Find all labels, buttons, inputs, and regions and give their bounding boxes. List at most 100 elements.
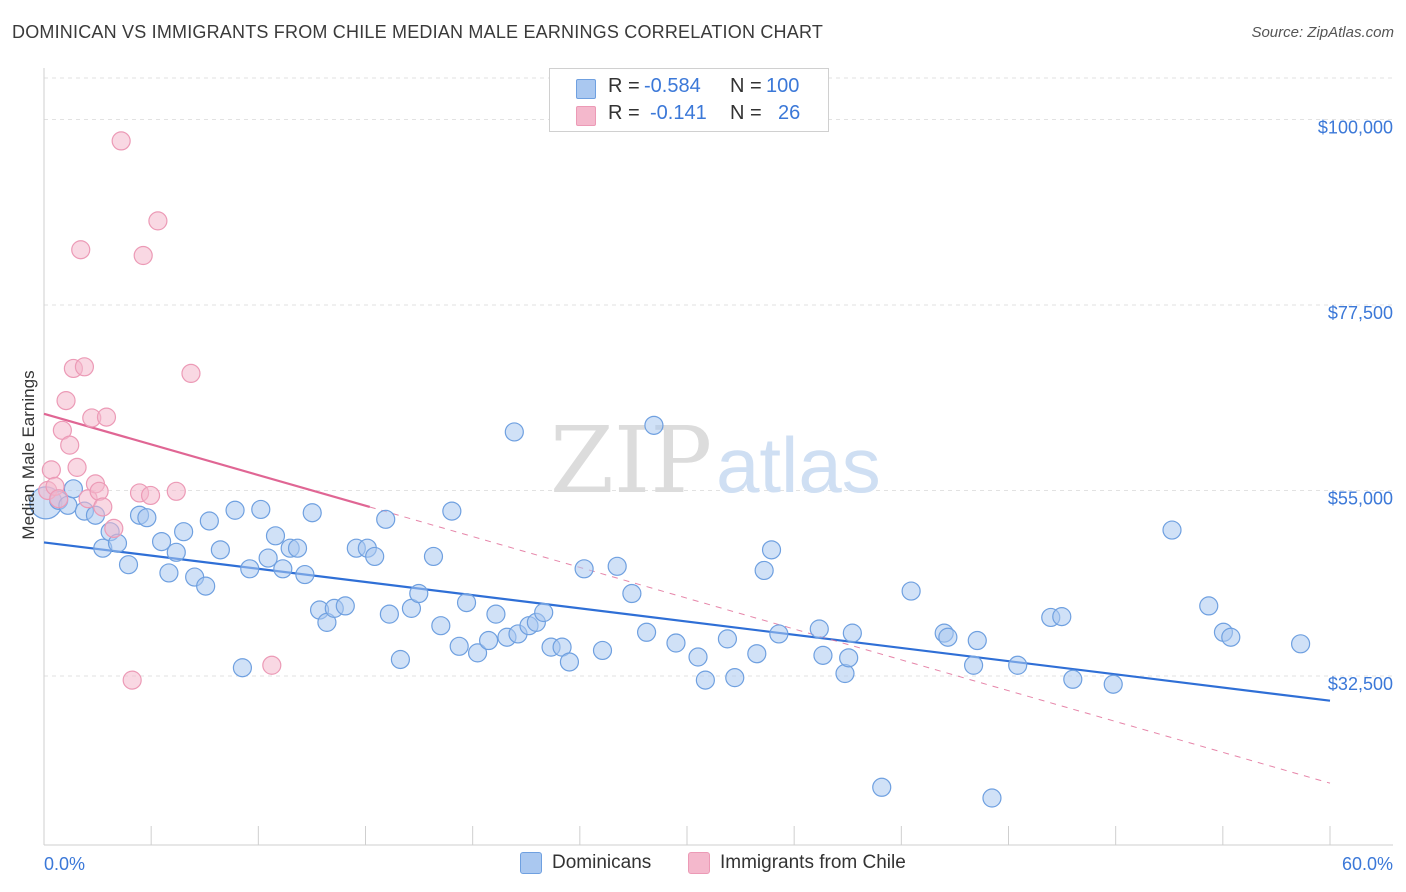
watermark-atlas: atlas: [716, 421, 881, 509]
chile-trend-extension: [369, 506, 1331, 784]
chile-point: [71, 240, 91, 260]
dominicans-point: [747, 644, 767, 664]
dominicans-point: [725, 668, 745, 688]
legend-r-label: R =: [608, 102, 640, 124]
dominicans-point: [442, 501, 462, 521]
dominicans-point: [137, 508, 157, 528]
dominicans-point: [379, 604, 399, 624]
dominicans-point: [644, 415, 664, 435]
dominicans-point: [982, 788, 1002, 808]
dominicans-point: [478, 630, 499, 651]
source-label: Source: ZipAtlas.com: [1251, 24, 1394, 41]
dominicans-point: [842, 623, 862, 643]
legend-n-label: N =: [730, 102, 762, 124]
dominicans-point: [717, 629, 738, 649]
legend-n-value: 100: [766, 75, 800, 97]
dominicans-trend-line: [43, 541, 1331, 702]
dominicans-point: [365, 546, 385, 567]
dominicans-point: [622, 583, 642, 604]
dominicans-point: [1008, 655, 1028, 675]
dominicans-point: [335, 596, 355, 616]
watermark-zip: ZIP: [550, 407, 712, 514]
chile-point: [140, 485, 161, 506]
dominicans-point: [287, 538, 308, 558]
dominicans-point: [607, 556, 627, 576]
dominicans-point: [1162, 520, 1182, 540]
legend-row-dominicans: R = -0.584 N = 100: [550, 75, 828, 101]
dominicans-point: [486, 604, 506, 624]
chile-point: [111, 131, 131, 151]
dominicans-point: [1052, 607, 1072, 627]
dominicans-point: [174, 522, 194, 542]
dominicans-point: [813, 645, 833, 665]
dominicans-point: [390, 649, 411, 670]
legend-swatch-blue: [520, 852, 542, 874]
dominicans-point: [449, 636, 469, 656]
data-points: [29, 131, 1311, 808]
dominicans-point: [240, 559, 260, 579]
dominicans-point: [159, 563, 179, 583]
chile-point: [166, 481, 186, 501]
dominicans-point: [574, 559, 594, 579]
dominicans-point: [302, 503, 322, 523]
dominicans-point: [151, 531, 172, 552]
dominicans-point: [376, 509, 396, 529]
dominicans-point: [210, 540, 230, 560]
dominicans-point: [423, 546, 444, 567]
chile-point: [74, 357, 95, 377]
dominicans-point: [559, 652, 580, 672]
dominicans-point: [839, 648, 859, 668]
dominicans-point: [431, 616, 451, 636]
axes: [43, 68, 1393, 846]
y-tick-label: $32,500: [1328, 674, 1393, 694]
chile-point: [93, 497, 113, 517]
legend-row-chile: R = -0.141 N = 26: [550, 102, 828, 128]
y-tick-label: $55,000: [1328, 488, 1393, 508]
dominicans-point: [273, 559, 293, 579]
dominicans-point: [1221, 627, 1241, 647]
dominicans-point: [938, 627, 958, 647]
dominicans-point: [1063, 669, 1083, 689]
chile-point: [104, 518, 124, 539]
chile-point: [181, 363, 201, 384]
chile-point: [89, 481, 109, 501]
dominicans-point: [666, 633, 686, 653]
dominicans-point: [901, 581, 921, 601]
dominicans-point: [225, 500, 245, 520]
dominicans-point: [1103, 674, 1123, 694]
dominicans-point: [199, 511, 219, 531]
legend-n-label: N =: [730, 75, 762, 97]
legend-label: Immigrants from Chile: [720, 852, 906, 873]
dominicans-point: [761, 540, 782, 560]
dominicans-point: [534, 602, 554, 623]
chart-title: DOMINICAN VS IMMIGRANTS FROM CHILE MEDIA…: [12, 22, 824, 42]
dominicans-point: [967, 630, 987, 651]
dominicans-point: [695, 670, 715, 690]
chile-point: [262, 655, 282, 675]
y-tick-label: $100,000: [1318, 117, 1393, 137]
dominicans-point: [456, 593, 477, 613]
dominicans-point: [769, 624, 789, 644]
dominicans-point: [809, 619, 829, 639]
x-tick-label-min: 0.0%: [44, 854, 85, 874]
y-axis-label: Median Male Earnings: [19, 370, 38, 539]
dominicans-point: [118, 555, 139, 575]
dominicans-point: [963, 655, 984, 675]
dominicans-point: [835, 663, 855, 684]
chile-point: [49, 489, 69, 509]
chile-point: [56, 391, 76, 411]
dominicans-point: [1291, 634, 1311, 654]
chile-point: [41, 460, 61, 480]
chile-trend-line: [43, 412, 371, 509]
dominicans-point: [295, 564, 315, 585]
dominicans-point: [166, 542, 186, 562]
dominicans-point: [504, 422, 524, 442]
dominicans-point: [872, 777, 892, 797]
correlation-legend: R = -0.584 N = 100 R = -0.141 N = 26: [549, 68, 829, 132]
dominicans-point: [265, 526, 286, 546]
chile-point: [96, 407, 117, 427]
legend-r-value: -0.141: [650, 102, 707, 124]
chile-point: [133, 245, 153, 266]
dominicans-point: [196, 576, 216, 596]
